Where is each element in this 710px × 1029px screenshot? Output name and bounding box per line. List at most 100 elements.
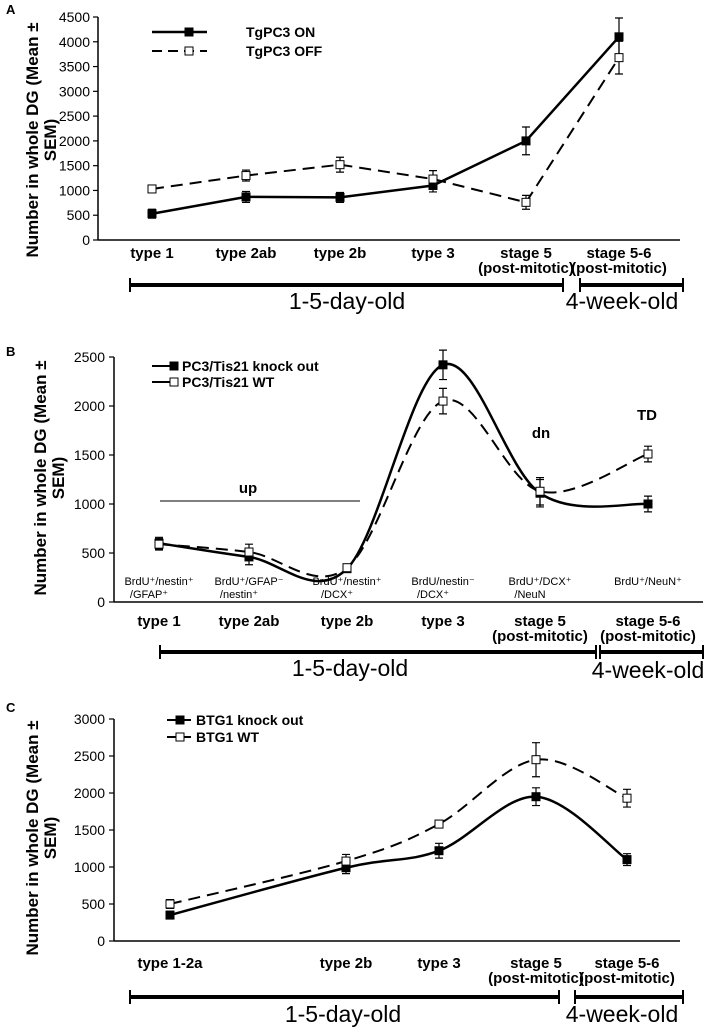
x-tick-label: stage 5-6 [615, 613, 680, 630]
y-tick-label: 3000 [74, 711, 105, 727]
x-tick-label: type 1 [137, 613, 180, 630]
x-tick-label: type 3 [411, 245, 454, 262]
y-tick-label: 0 [97, 594, 105, 610]
cell-marker-label: BrdU⁺/NeuN⁺ [614, 576, 682, 588]
data-point [434, 846, 444, 856]
y-axis-title: Number in whole DG (Mean ± SEM) [31, 360, 68, 595]
plot-area [165, 742, 632, 920]
data-point [147, 209, 157, 219]
y-tick-label: 1500 [74, 822, 105, 838]
y-axis-title-line2: SEM) [41, 119, 60, 162]
data-point [643, 499, 653, 509]
data-point [438, 396, 448, 406]
panel-a-chart: A Number in whole DG (Mean ± SEM) TgPC3 … [6, 2, 684, 314]
y-tick-label: 3000 [59, 83, 90, 99]
age-label-adult: 4-week-old [566, 288, 679, 314]
x-tick-label-sub: (post-mitotic) [571, 260, 667, 277]
x-tick-label-sub: (post-mitotic) [579, 970, 675, 987]
data-point [335, 160, 345, 170]
x-tick-label: stage 5 [510, 955, 562, 972]
cell-marker-label: BrdU⁺/nestin⁺ [312, 576, 381, 588]
panel-label: B [6, 344, 15, 359]
x-tick-label: stage 5 [514, 613, 566, 630]
x-tick-label: type 2b [321, 613, 374, 630]
cell-marker-label: BrdU⁺/nestin⁺ [124, 576, 193, 588]
x-tick-label: type 2ab [216, 245, 277, 262]
y-tick-label: 1500 [59, 158, 90, 174]
data-point [531, 755, 541, 765]
legend: TgPC3 ON TgPC3 OFF [152, 24, 323, 59]
series-line-2 [169, 758, 628, 905]
age-label-young: 1-5-day-old [285, 1001, 401, 1027]
series-line-2 [151, 57, 620, 204]
cell-marker-labels: BrdU⁺/nestin⁺/GFAP⁺BrdU⁺/GFAP⁻/nestin⁺Br… [124, 576, 682, 601]
y-axis-title-line1: Number in whole DG (Mean ± [31, 360, 50, 595]
age-label-adult: 4-week-old [566, 1001, 679, 1027]
data-point [147, 184, 157, 194]
cell-marker-label: BrdU⁺/DCX⁺ [509, 576, 572, 588]
x-tick-label: type 1 [130, 245, 173, 262]
age-label-young: 1-5-day-old [289, 288, 405, 314]
data-point [342, 563, 352, 573]
age-bars: 1-5-day-old 4-week-old [159, 645, 705, 683]
y-tick-label: 0 [82, 232, 90, 248]
y-tick-label: 1000 [74, 496, 105, 512]
age-label-young: 1-5-day-old [292, 655, 408, 681]
y-tick-label: 500 [82, 896, 106, 912]
x-axis: type 1 type 2ab type 2b type 3 stage 5(post-… [98, 239, 680, 277]
data-point [521, 197, 531, 207]
panel-b-chart: B Number in whole DG (Mean ± SEM) PC3/Ti… [6, 344, 704, 683]
data-point [614, 32, 624, 42]
series-line-1 [151, 35, 620, 215]
series-line-1 [158, 362, 649, 583]
data-point [434, 819, 444, 829]
y-axis-title-line1: Number in whole DG (Mean ± [23, 22, 42, 257]
legend-entry-2: PC3/Tis21 WT [182, 374, 275, 390]
data-point [165, 899, 175, 909]
y-tick-label: 3500 [59, 59, 90, 75]
y-tick-label: 2500 [74, 349, 105, 365]
plot-area [147, 17, 624, 219]
x-tick-label: type 1-2a [137, 955, 203, 972]
data-point [241, 192, 251, 202]
x-tick-label-sub: (post-mitotic) [492, 628, 588, 645]
age-label-adult: 4-week-old [592, 657, 705, 683]
panel-label: C [6, 700, 16, 715]
y-axis: 0 500 1000 1500 2000 2500 3000 3500 4000 4500 [59, 9, 99, 248]
y-axis-title: Number in whole DG (Mean ± SEM) [23, 720, 60, 955]
legend: BTG1 knock out BTG1 WT [167, 712, 304, 745]
data-point [614, 53, 624, 63]
x-tick-label: stage 5-6 [594, 955, 659, 972]
x-tick-label: stage 5 [500, 245, 552, 262]
x-tick-label-sub: (post-mitotic) [600, 628, 696, 645]
y-tick-label: 2000 [74, 398, 105, 414]
x-tick-label: stage 5-6 [586, 245, 651, 262]
legend: PC3/Tis21 knock out PC3/Tis21 WT [152, 358, 319, 390]
age-bars: 1-5-day-old 4-week-old [129, 278, 684, 314]
legend-entry-2: TgPC3 OFF [246, 43, 323, 59]
data-point [535, 486, 545, 496]
x-tick-label: type 3 [421, 613, 464, 630]
panel-label: A [6, 2, 16, 17]
x-axis: type 1-2a type 2b type 3 stage 5(post-mitot… [114, 940, 680, 987]
data-point [428, 174, 438, 184]
y-tick-label: 500 [82, 545, 106, 561]
series-line-1 [169, 795, 628, 917]
y-tick-label: 2500 [59, 108, 90, 124]
legend-entry-1: BTG1 knock out [196, 712, 304, 728]
y-tick-label: 1500 [74, 447, 105, 463]
data-point [531, 792, 541, 802]
x-tick-label: type 2b [320, 955, 373, 972]
annotation-dn: dn [532, 425, 550, 442]
series-line-2 [158, 398, 649, 578]
data-point [622, 855, 632, 865]
y-tick-label: 0 [97, 933, 105, 949]
cell-marker-label-sub: /nestin⁺ [220, 589, 258, 601]
y-axis: 0 500 1000 1500 2000 2500 [74, 349, 115, 610]
x-tick-label: type 2ab [219, 613, 280, 630]
x-tick-label: type 3 [417, 955, 460, 972]
x-tick-label-sub: (post-mitotic) [488, 970, 584, 987]
y-tick-label: 1000 [59, 182, 90, 198]
y-tick-label: 2500 [74, 748, 105, 764]
